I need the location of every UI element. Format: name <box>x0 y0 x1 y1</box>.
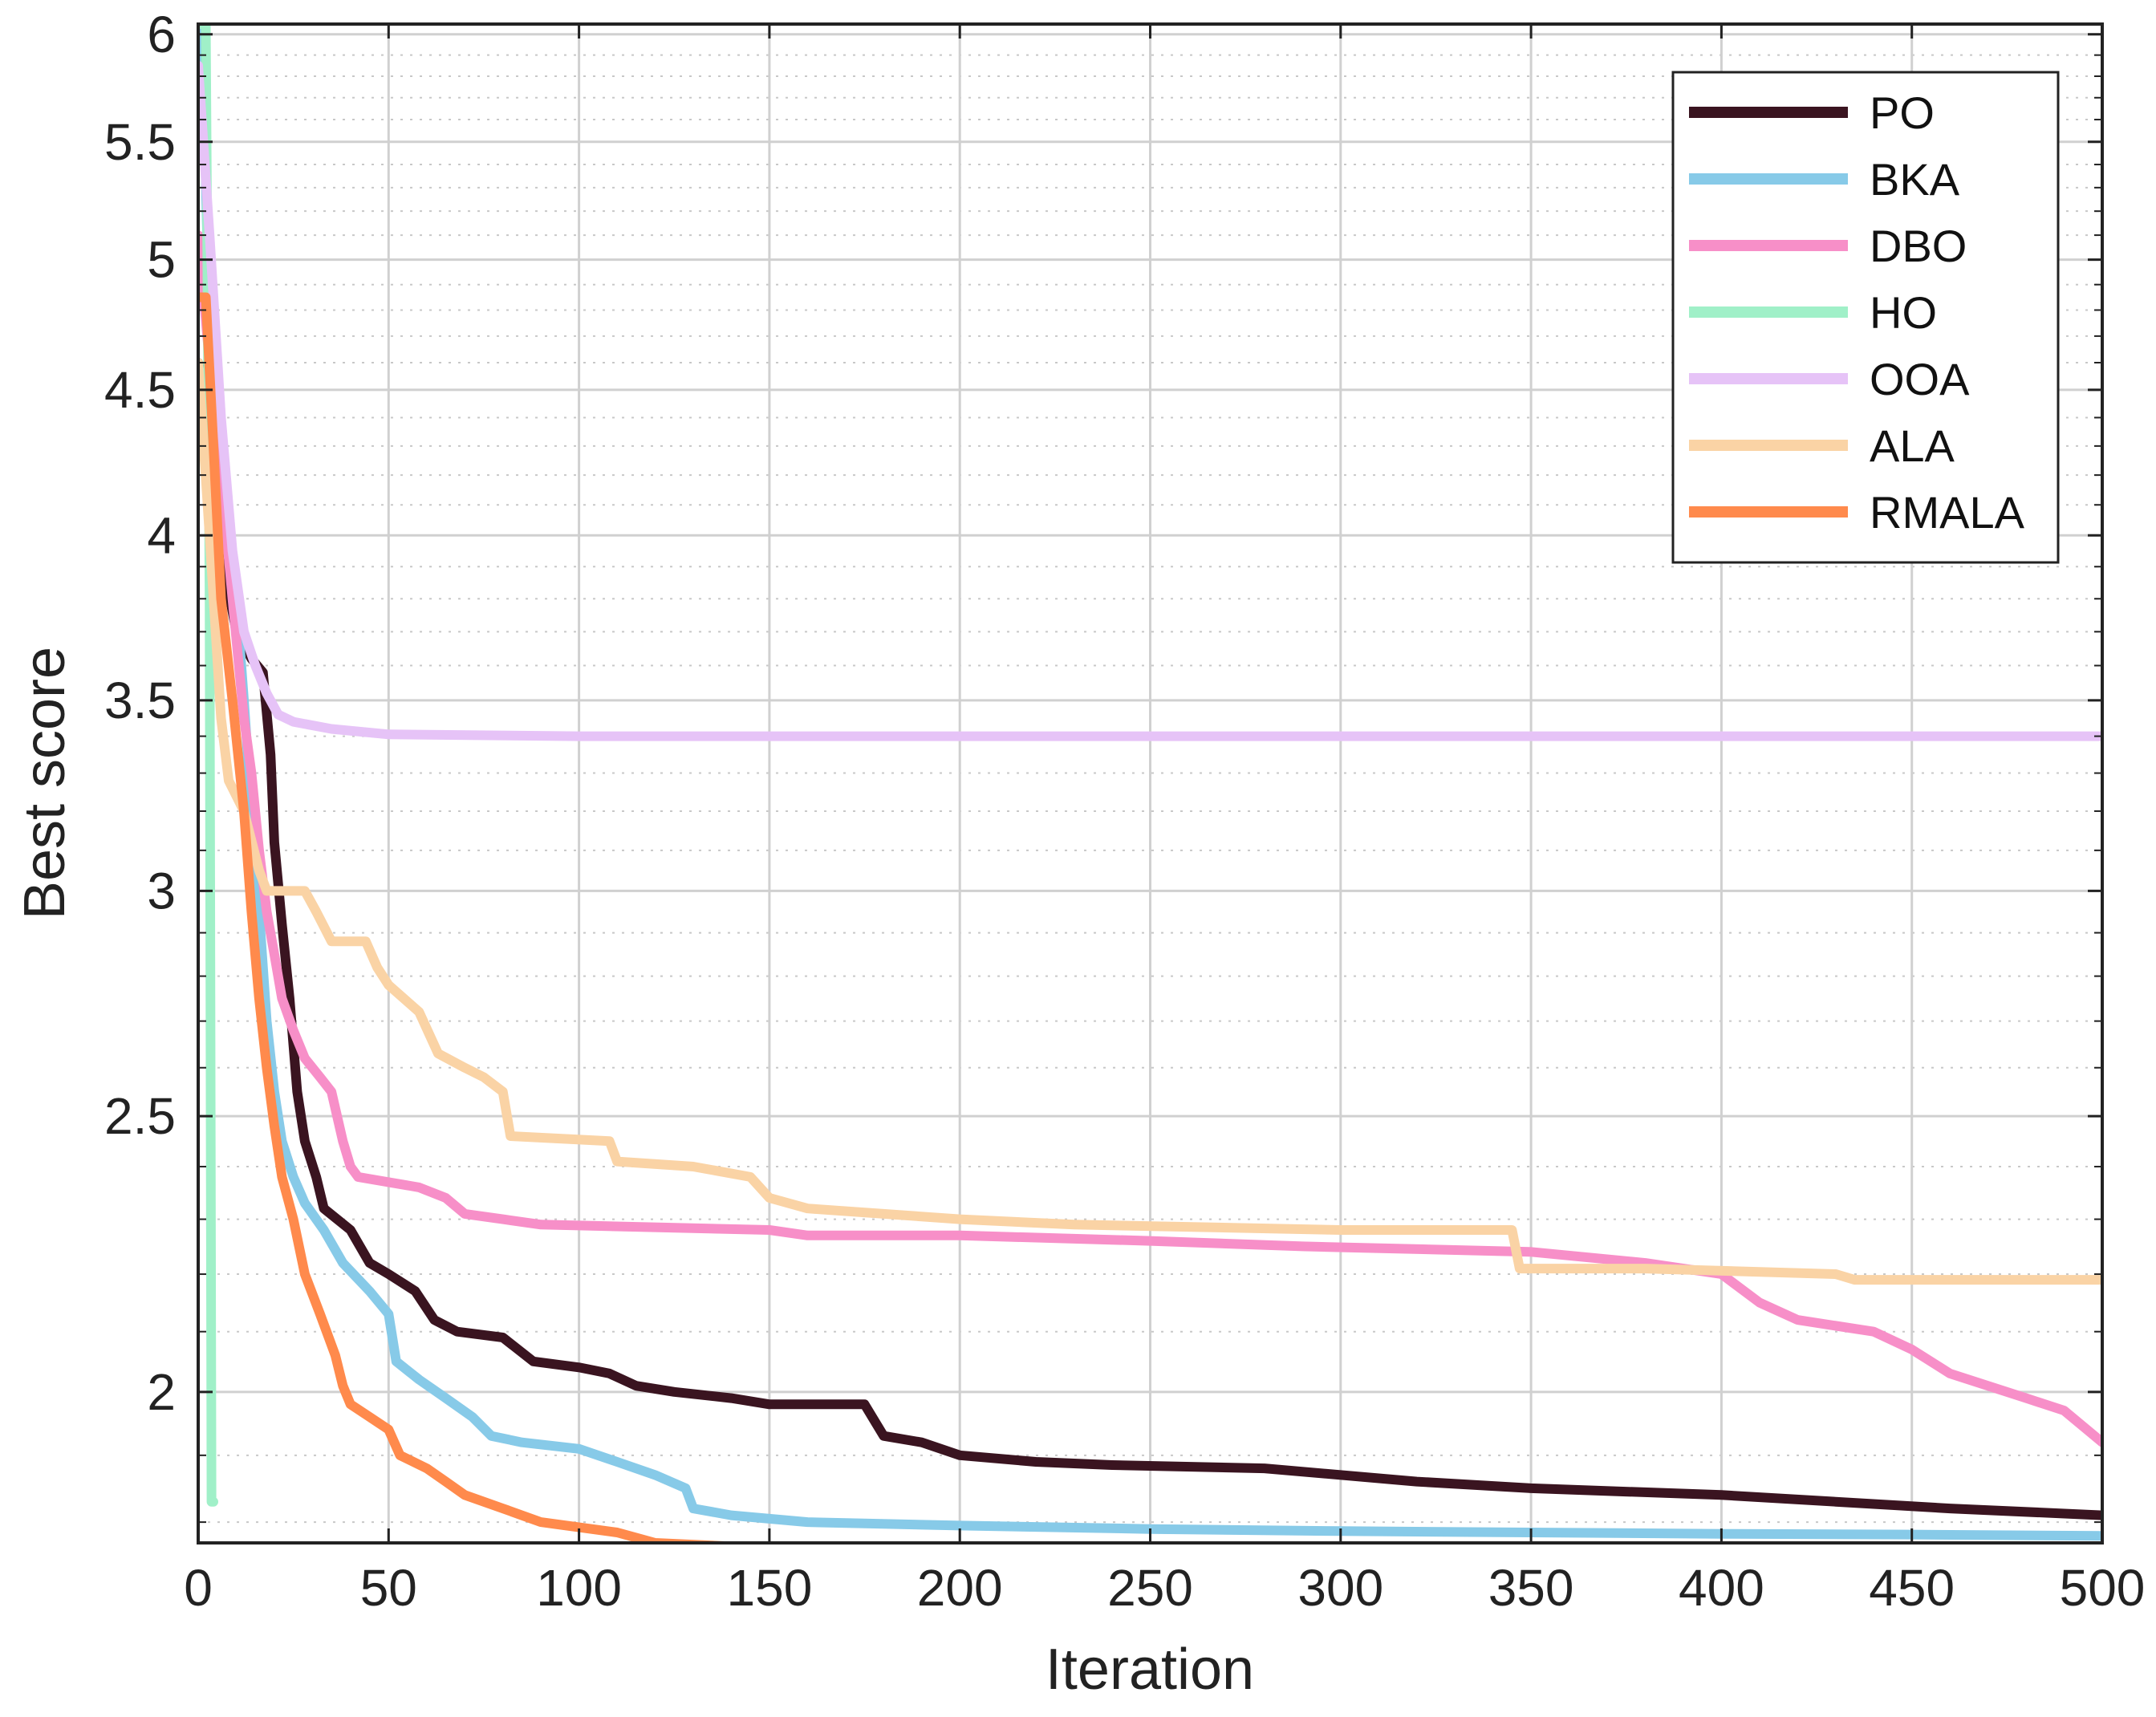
x-tick-label: 250 <box>1107 1559 1193 1617</box>
x-tick-label: 300 <box>1297 1559 1383 1617</box>
series-line-rmala <box>198 292 851 1544</box>
series-line-po <box>198 358 2102 1520</box>
x-tick-label: 100 <box>536 1559 622 1617</box>
legend-label-rmala: RMALA <box>1870 487 2025 538</box>
axis-ticks <box>197 24 2104 1543</box>
y-tick-labels: 2 2.5 3 3.5 4 4.5 5 5.5 6 <box>104 6 176 1421</box>
x-tick-label: 50 <box>360 1559 417 1617</box>
x-tick-label: 150 <box>727 1559 813 1617</box>
legend-label-ho: HO <box>1870 287 1937 338</box>
y-tick-label: 5.5 <box>104 113 176 171</box>
legend-label-po: PO <box>1870 87 1935 138</box>
series-line-ala <box>198 358 2102 1285</box>
x-tick-label: 500 <box>2060 1559 2146 1617</box>
y-tick-label: 3.5 <box>104 672 176 729</box>
y-tick-label: 2.5 <box>104 1087 176 1145</box>
x-tick-label: 350 <box>1488 1559 1574 1617</box>
legend-label-ooa: OOA <box>1870 354 1970 404</box>
x-tick-label: 450 <box>1869 1559 1955 1617</box>
x-tick-labels: 0 50 100 150 200 250 300 350 400 450 500 <box>184 1559 2145 1617</box>
y-tick-label: 2 <box>147 1363 176 1421</box>
y-tick-label: 5 <box>147 231 176 289</box>
x-axis-title: Iteration <box>1046 1638 1254 1702</box>
x-tick-label: 400 <box>1679 1559 1764 1617</box>
y-tick-label: 4 <box>147 506 176 564</box>
legend-label-dbo: DBO <box>1870 221 1967 271</box>
x-tick-label: 0 <box>184 1559 213 1617</box>
y-tick-label: 6 <box>147 6 176 63</box>
series-line-ooa <box>198 60 2102 741</box>
legend-label-bka: BKA <box>1870 154 1960 205</box>
legend-label-ala: ALA <box>1870 420 1955 471</box>
y-tick-label: 3 <box>147 862 176 919</box>
y-tick-label: 4.5 <box>104 361 176 419</box>
x-tick-label: 200 <box>917 1559 1003 1617</box>
legend: PO BKA DBO HO OOA ALA RMALA <box>1671 71 2060 564</box>
y-axis-title: Best score <box>13 647 77 919</box>
